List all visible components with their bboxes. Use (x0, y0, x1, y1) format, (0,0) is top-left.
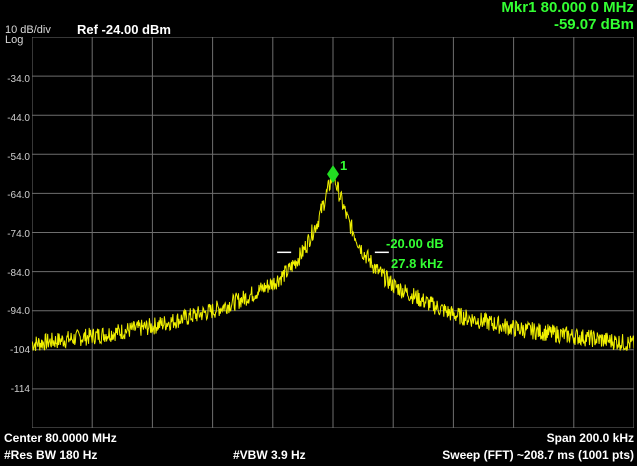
graticule (32, 37, 634, 428)
y-tick-label: -94.0 (7, 306, 30, 317)
spectrum-plot[interactable]: 1 -20.00 dB 27.8 kHz (32, 37, 634, 428)
scale-label: 10 dB/div (5, 24, 51, 36)
marker-frequency-readout: Mkr1 80.000 0 MHz (501, 0, 634, 16)
scale-mode-label: Log (5, 34, 24, 46)
y-tick-label: -44.0 (7, 113, 30, 124)
marker-1-diamond[interactable] (327, 165, 339, 184)
vbw-label[interactable]: #VBW 3.9 Hz (233, 448, 306, 462)
sweep-label[interactable]: Sweep (FFT) ~208.7 ms (1001 pts) (442, 448, 634, 462)
ndb-delta-label: -20.00 dB (386, 236, 444, 251)
y-tick-label: -114 (10, 384, 30, 395)
y-tick-label: -104 (9, 345, 30, 356)
res-bw-label[interactable]: #Res BW 180 Hz (4, 448, 98, 462)
y-tick-label: -64.0 (7, 190, 30, 201)
marker-1-number: 1 (340, 158, 347, 173)
ref-level-label[interactable]: Ref -24.00 dBm (77, 22, 171, 37)
center-frequency[interactable]: Center 80.0000 MHz (4, 431, 117, 445)
ndb-bandwidth-label: 27.8 kHz (391, 256, 444, 271)
y-tick-label: -34.0 (7, 74, 30, 85)
y-tick-label: -54.0 (7, 152, 30, 163)
span-label[interactable]: Span 200.0 kHz (546, 431, 634, 445)
y-tick-label: -74.0 (7, 229, 30, 240)
marker-level-readout: -59.07 dBm (553, 16, 634, 33)
y-tick-label: -84.0 (7, 268, 30, 279)
